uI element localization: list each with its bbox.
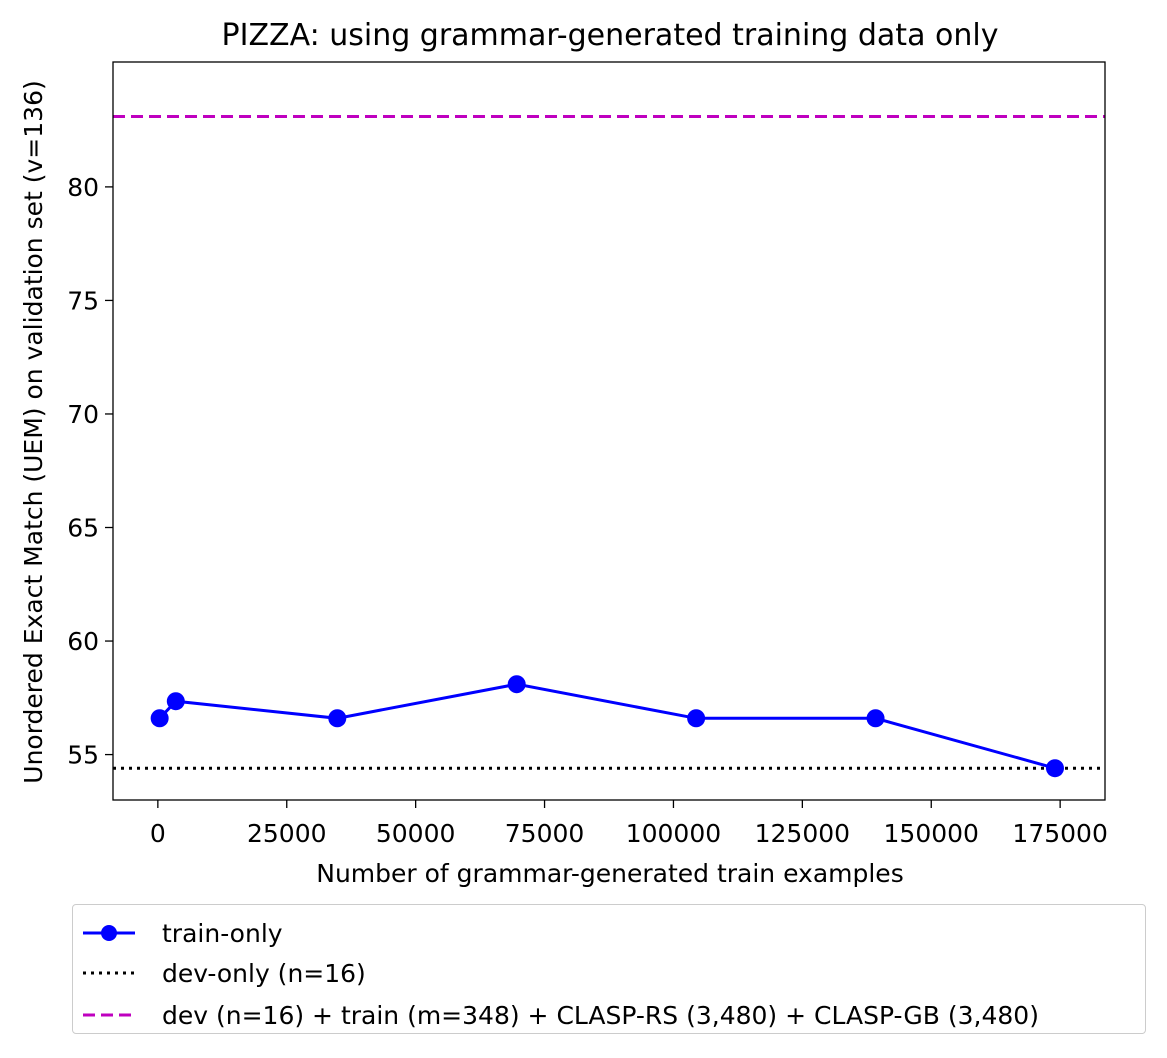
train-only-point (328, 709, 347, 728)
y-tick-label: 70 (67, 400, 99, 429)
legend-label-dev-only: dev-only (n=16) (162, 959, 366, 988)
train-only-point (507, 675, 526, 694)
x-tick-label: 0 (150, 819, 166, 848)
legend-label-train-only: train-only (162, 919, 283, 948)
legend-entry-train-only: train-only (73, 913, 1145, 953)
axis-ticks: 0 25000 50000 75000 100000 125000 150000 175000… (67, 173, 1108, 848)
legend-swatch-dashed (83, 1013, 135, 1017)
legend-swatch-line-marker (83, 925, 135, 941)
chart-legend: train-only dev-only (n=16) dev (n=16) + … (72, 904, 1146, 1034)
plot-frame (112, 61, 1106, 801)
legend-entry-dev-only: dev-only (n=16) (73, 953, 1145, 993)
train-only-line (158, 682, 1056, 770)
y-tick-label: 75 (67, 286, 99, 315)
x-tick-label: 175000 (1012, 819, 1107, 848)
y-tick-label: 55 (67, 741, 99, 770)
train-only-point (1045, 759, 1064, 778)
x-axis-label: Number of grammar-generated train exampl… (316, 859, 903, 888)
train-only-point (866, 709, 885, 728)
x-tick-label: 75000 (505, 819, 585, 848)
x-tick-label: 50000 (376, 819, 456, 848)
x-tick-label: 125000 (755, 819, 850, 848)
chart-figure: PIZZA: using grammar-generated training … (19, 18, 1108, 888)
legend-swatch-dotted (83, 971, 135, 975)
y-axis-label: Unordered Exact Match (UEM) on validatio… (19, 80, 48, 783)
chart-title: PIZZA: using grammar-generated training … (222, 18, 999, 53)
y-tick-label: 80 (67, 173, 99, 202)
legend-entry-dev-train-clasp: dev (n=16) + train (m=348) + CLASP-RS (3… (73, 995, 1145, 1035)
x-tick-label: 25000 (247, 819, 327, 848)
x-tick-label: 150000 (884, 819, 979, 848)
y-tick-label: 65 (67, 514, 99, 543)
plot-marks (113, 114, 1105, 778)
train-only-point (150, 709, 169, 728)
y-tick-label: 60 (67, 627, 99, 656)
x-tick-label: 100000 (626, 819, 721, 848)
train-only-point (687, 709, 706, 728)
train-only-point (166, 692, 185, 711)
legend-label-dev-train-clasp: dev (n=16) + train (m=348) + CLASP-RS (3… (162, 1001, 1039, 1030)
